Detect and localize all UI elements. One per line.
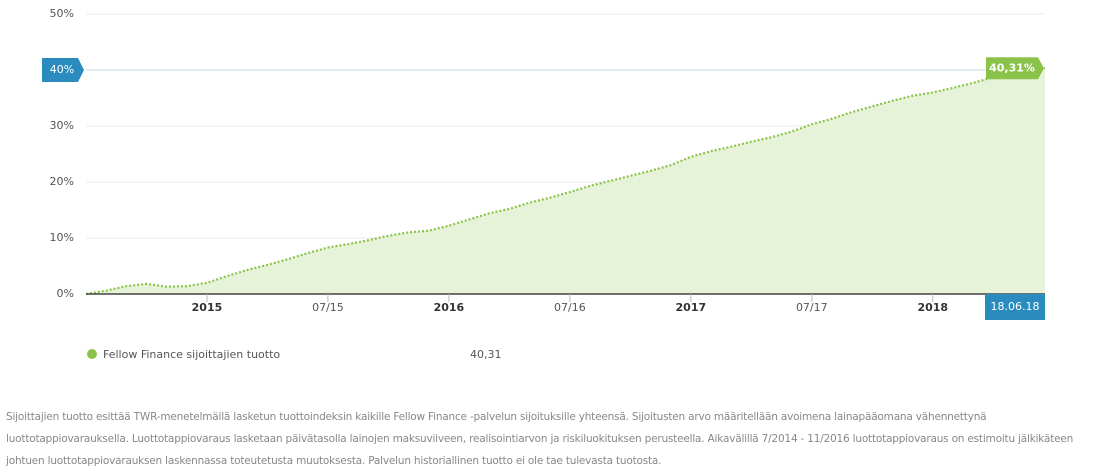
end-badge <box>986 57 1044 80</box>
end-value-label: 40,31% <box>989 61 1035 74</box>
legend-value: 40,31 <box>470 348 502 361</box>
legend-label: Fellow Finance sijoittajien tuotto <box>103 348 280 361</box>
line <box>85 67 1046 296</box>
y-tick-label: 0% <box>57 287 74 300</box>
end-date-label: 18.06.18 <box>991 300 1040 313</box>
x-tick-label: 2018 <box>917 301 948 314</box>
y-tick-label: 40% <box>50 63 74 76</box>
footnote: Sijoittajien tuotto esittää TWR-menetelm… <box>6 411 1074 467</box>
tick-badge <box>42 58 84 82</box>
area <box>86 68 1045 294</box>
x-tick-label: 2016 <box>434 301 465 314</box>
legend-marker <box>87 349 97 359</box>
x-tick-label: 07/17 <box>796 301 828 314</box>
x-tick-label: 07/15 <box>312 301 344 314</box>
x-tick-label: 07/16 <box>554 301 586 314</box>
y-tick-label: 20% <box>50 175 74 188</box>
y-tick-label: 10% <box>50 231 74 244</box>
x-tick-label: 2015 <box>192 301 223 314</box>
y-tick-label: 50% <box>50 7 74 20</box>
end-date-badge <box>985 294 1045 320</box>
y-tick-label: 30% <box>50 119 74 132</box>
chart: 0% 10% 20% 30% 40% 50% 2015 07/15 2016 07/16 2017 0… <box>42 7 1046 361</box>
x-tick-label: 2017 <box>676 301 707 314</box>
